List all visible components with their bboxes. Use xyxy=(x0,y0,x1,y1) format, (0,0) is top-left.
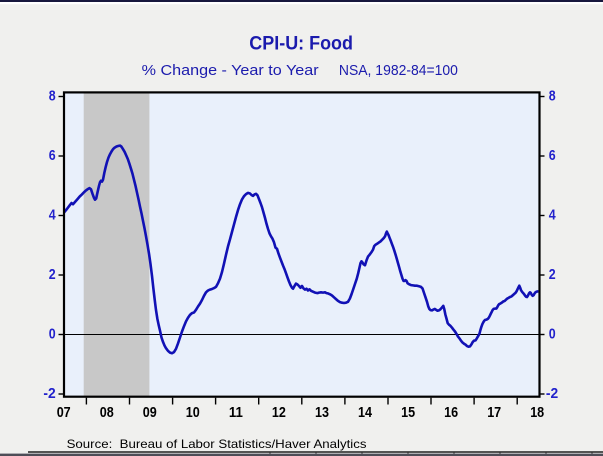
svg-text:% Change - Year to Year: % Change - Year to Year xyxy=(142,62,319,79)
svg-text:NSA, 1982-84=100: NSA, 1982-84=100 xyxy=(339,62,458,79)
svg-text:6: 6 xyxy=(549,147,556,164)
svg-text:4: 4 xyxy=(549,206,556,223)
svg-text:08: 08 xyxy=(100,405,114,421)
svg-text:10: 10 xyxy=(186,405,200,421)
svg-text:0: 0 xyxy=(549,325,556,342)
svg-text:Source: Bureau of Labor Stati: Source: Bureau of Labor Statistics/Haver… xyxy=(67,437,367,451)
svg-text:-2: -2 xyxy=(546,385,558,402)
svg-text:CPI-U: Food: CPI-U: Food xyxy=(249,34,353,55)
svg-text:0: 0 xyxy=(49,325,56,342)
svg-text:4: 4 xyxy=(49,206,56,223)
svg-text:17: 17 xyxy=(487,405,501,421)
svg-text:-2: -2 xyxy=(43,385,55,402)
svg-text:13: 13 xyxy=(315,405,329,421)
svg-text:15: 15 xyxy=(401,405,415,421)
svg-text:8: 8 xyxy=(49,87,56,104)
svg-text:6: 6 xyxy=(49,147,56,164)
svg-text:8: 8 xyxy=(549,87,556,104)
svg-text:12: 12 xyxy=(272,405,286,421)
svg-text:07: 07 xyxy=(57,405,71,421)
svg-text:2: 2 xyxy=(549,266,556,283)
svg-text:11: 11 xyxy=(229,405,243,421)
svg-text:14: 14 xyxy=(358,405,372,421)
svg-text:2: 2 xyxy=(49,266,56,283)
svg-text:09: 09 xyxy=(143,405,157,421)
svg-text:16: 16 xyxy=(444,405,458,421)
svg-text:18: 18 xyxy=(530,405,544,421)
